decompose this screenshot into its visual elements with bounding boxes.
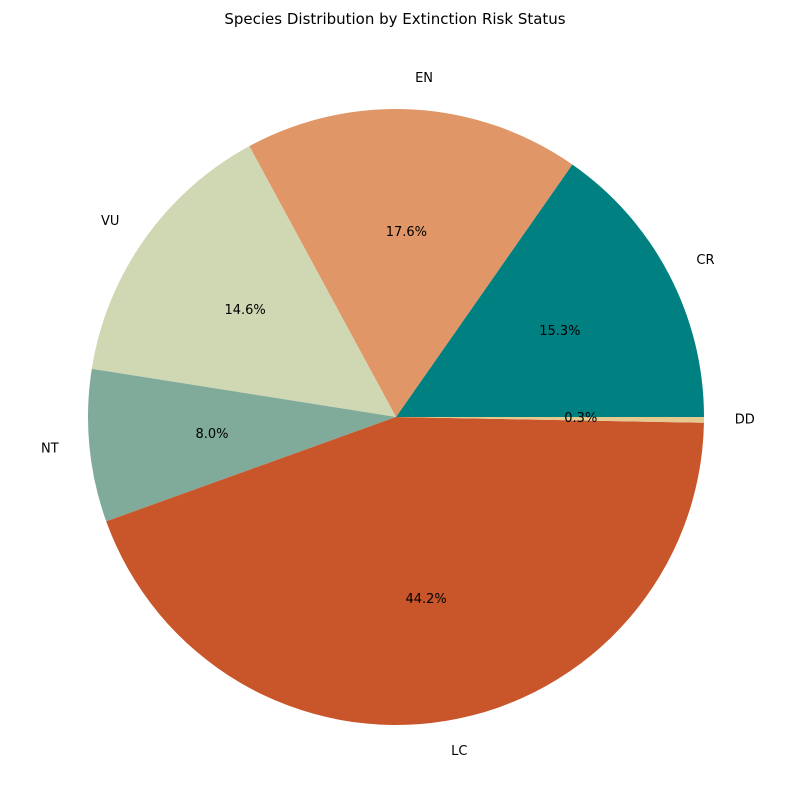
pie-slice-vu (91, 146, 396, 418)
slice-label-vu: VU (101, 214, 119, 229)
slice-label-dd: DD (735, 413, 755, 428)
slice-percent-dd: 0.3% (564, 411, 597, 426)
slice-label-lc: LC (451, 744, 467, 759)
pie-slice-en (249, 108, 573, 417)
slice-percent-vu: 14.6% (224, 303, 265, 318)
slice-label-cr: CR (696, 253, 714, 268)
slice-percent-nt: 8.0% (195, 427, 228, 442)
slice-label-en: EN (415, 71, 433, 86)
slice-percent-cr: 15.3% (539, 324, 580, 339)
pie-slice-lc (106, 417, 704, 726)
pie-labels: CR 15.3% EN 17.6% VU 14.6% NT 8.0% LC 44.2% DD 0.3% (41, 71, 755, 759)
pie-slice-cr (396, 164, 705, 417)
pie-slice-dd (396, 417, 705, 423)
chart-title: Species Distribution by Extinction Risk … (224, 10, 565, 28)
pie-slices (87, 108, 705, 726)
slice-percent-en: 17.6% (386, 225, 427, 240)
pie-slice-nt (87, 368, 397, 522)
slice-label-nt: NT (41, 441, 59, 456)
slice-percent-lc: 44.2% (405, 592, 446, 607)
